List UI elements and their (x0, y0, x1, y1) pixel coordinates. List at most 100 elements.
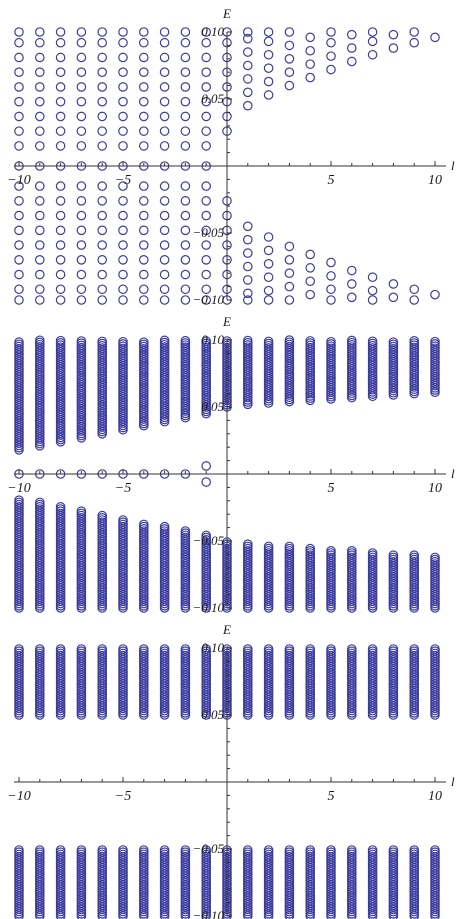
data-point (326, 27, 336, 37)
data-point (159, 210, 170, 221)
data-point (159, 27, 170, 37)
data-point (346, 292, 357, 303)
data-point (14, 126, 24, 136)
data-point (388, 644, 399, 654)
data-point (97, 67, 107, 77)
data-point (14, 337, 24, 347)
data-point (97, 284, 107, 295)
x-tick-label: −5 (115, 481, 131, 496)
data-point (367, 27, 378, 37)
data-point (118, 126, 128, 136)
data-point (97, 225, 107, 236)
data-point (159, 141, 170, 151)
data-point (284, 80, 295, 91)
data-point (97, 336, 107, 347)
data-point (139, 181, 149, 191)
data-point (346, 644, 357, 654)
data-point (180, 52, 191, 63)
data-point (14, 295, 24, 305)
y-tick-label: −0.05 (192, 225, 224, 240)
data-point (180, 254, 191, 265)
data-point (326, 336, 336, 347)
data-point (305, 276, 315, 287)
y-axis-title: E (222, 622, 231, 637)
data-point (284, 335, 295, 345)
data-point (118, 27, 128, 37)
data-point (201, 210, 211, 221)
y-tick-label: 0.05 (201, 91, 224, 106)
data-point (180, 141, 191, 151)
data-point (76, 111, 87, 122)
data-point (34, 269, 45, 280)
data-point (118, 37, 128, 48)
data-point (55, 181, 66, 191)
data-point (14, 210, 24, 221)
data-point (55, 335, 66, 346)
data-point (243, 845, 253, 855)
data-point (55, 52, 66, 63)
data-point (159, 254, 170, 265)
data-point (201, 477, 211, 487)
y-tick-label: −0.10 (192, 292, 224, 307)
data-point (139, 519, 149, 530)
data-point (159, 111, 170, 122)
data-point (305, 72, 315, 83)
data-point (55, 126, 66, 136)
data-point (159, 644, 170, 654)
data-point (76, 126, 87, 136)
data-point (201, 27, 211, 37)
data-point (139, 210, 149, 221)
x-axis-title: l (451, 466, 455, 481)
data-point (284, 845, 295, 855)
data-point (34, 497, 45, 508)
data-point (388, 550, 399, 560)
data-point (14, 196, 24, 206)
y-tick-label: −0.05 (192, 533, 224, 548)
data-point (34, 67, 45, 77)
data-point (55, 67, 66, 77)
data-point (34, 225, 45, 236)
data-point (263, 49, 274, 60)
data-point (367, 295, 378, 305)
data-point (180, 111, 191, 122)
data-point (305, 263, 315, 273)
data-point (430, 552, 440, 563)
data-point (180, 37, 191, 48)
data-point (14, 37, 24, 48)
data-point (201, 37, 211, 48)
data-point (180, 82, 191, 92)
data-point (14, 845, 24, 855)
data-point (180, 67, 191, 77)
data-point (284, 268, 295, 278)
data-point (159, 225, 170, 236)
data-point (139, 52, 149, 63)
data-point (243, 295, 253, 305)
data-point (284, 67, 295, 77)
x-tick-label: 5 (328, 789, 335, 804)
data-point (243, 100, 253, 111)
data-point (284, 644, 295, 654)
data-point (201, 644, 211, 654)
data-point (34, 37, 45, 48)
data-point (118, 111, 128, 122)
data-point (76, 82, 87, 92)
data-point (76, 269, 87, 280)
data-point (305, 289, 315, 300)
data-point (34, 27, 45, 37)
data-point (159, 521, 170, 532)
data-point (367, 49, 378, 60)
data-point (97, 82, 107, 92)
data-point (14, 495, 24, 505)
data-point (139, 82, 149, 92)
data-point (139, 196, 149, 206)
data-point (159, 240, 170, 250)
y-tick-label: −0.10 (192, 908, 224, 919)
data-point (34, 126, 45, 136)
data-point (367, 336, 378, 347)
data-point (55, 37, 66, 48)
data-point (243, 539, 253, 549)
data-point (243, 275, 253, 285)
data-point (55, 210, 66, 221)
data-point (14, 284, 24, 295)
y-tick-label: −0.05 (192, 841, 224, 856)
